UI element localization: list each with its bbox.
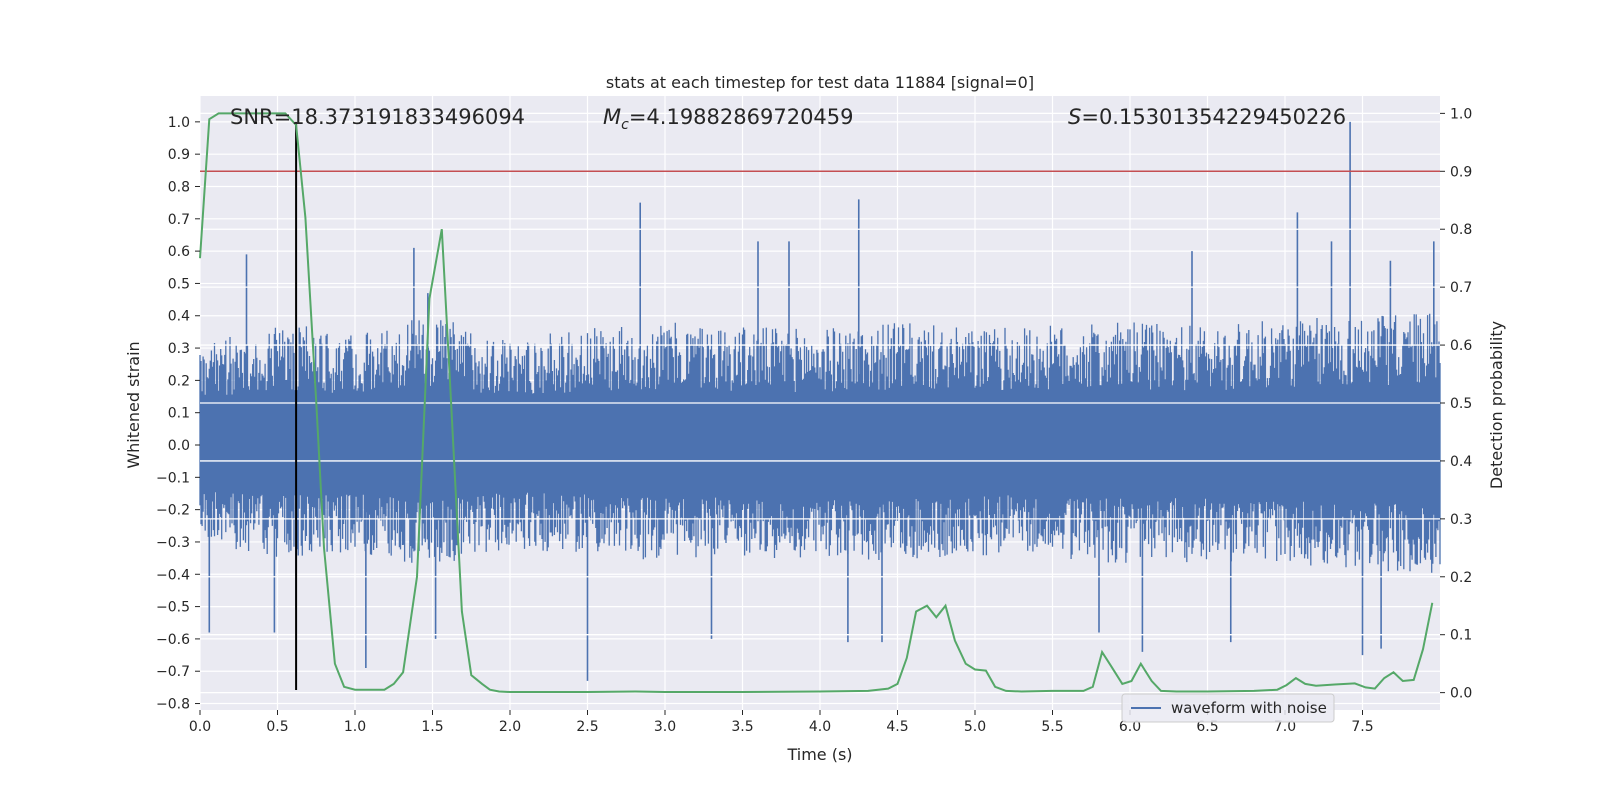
- y-tick-label-right: 0.3: [1450, 512, 1472, 528]
- mc-subscript: c: [621, 117, 629, 133]
- s-value: =0.15301354229450226: [1081, 105, 1346, 129]
- axis-ticks: 0.0 0.5 1.0 1.5 2.0 2.5 3.0 3.5 4.0 4.5 5.0 5.5 6.0 6…: [156, 106, 1472, 735]
- legend: waveform with noise: [1121, 693, 1335, 723]
- x-axis-label: Time (s): [786, 745, 852, 764]
- waveform-core-band: [200, 403, 1440, 462]
- y-tick-label-left: −0.8: [156, 697, 190, 713]
- y-tick-label-left: 0.4: [168, 309, 190, 325]
- s-annotation: S=0.15301354229450226: [1068, 105, 1346, 129]
- chart-title: stats at each timestep for test data 118…: [606, 73, 1034, 92]
- legend-box: [1121, 693, 1335, 723]
- y-tick-label-left: 0.0: [168, 438, 190, 454]
- y-tick-label-left: −0.4: [156, 567, 190, 583]
- y-tick-label-left: 1.0: [168, 115, 190, 131]
- waveform-series: [199, 121, 1441, 681]
- mc-symbol: M: [603, 105, 621, 129]
- x-tick-label: 3.5: [731, 719, 753, 735]
- y-tick-label-right: 0.7: [1450, 280, 1472, 296]
- x-tick-label: 6.0: [1119, 719, 1141, 735]
- y-tick-label-left: 0.6: [168, 244, 190, 260]
- y-axis-label-right: Detection probability: [1487, 321, 1506, 489]
- x-tick-label: 0.5: [266, 719, 288, 735]
- x-tick-label: 4.5: [886, 719, 908, 735]
- x-tick-label: 2.5: [576, 719, 598, 735]
- y-tick-label-right: 0.5: [1450, 396, 1472, 412]
- x-tick-label: 1.5: [421, 719, 443, 735]
- y-tick-label-left: 0.2: [168, 373, 190, 389]
- y-tick-label-left: −0.3: [156, 535, 190, 551]
- x-tick-label: 7.5: [1351, 719, 1373, 735]
- mc-value: =4.19882869720459: [629, 105, 854, 129]
- y-tick-label-right: 0.4: [1450, 454, 1472, 470]
- overlay-lines: [200, 112, 1440, 694]
- x-tick-label: 4.0: [809, 719, 831, 735]
- x-tick-label: 7.0: [1274, 719, 1296, 735]
- y-tick-label-right: 0.1: [1450, 628, 1472, 644]
- y-tick-label-left: −0.6: [156, 632, 190, 648]
- y-axis-label-left: Whitened strain: [124, 341, 143, 468]
- x-tick-label: 1.0: [344, 719, 366, 735]
- detection-probability-line: [199, 112, 1434, 693]
- y-tick-label-left: 0.8: [168, 179, 190, 195]
- snr-annotation: SNR=18.373191833496094: [230, 105, 525, 129]
- y-tick-label-right: 0.0: [1450, 686, 1472, 702]
- y-tick-label-left: 0.9: [168, 147, 190, 163]
- y-tick-label-left: −0.1: [156, 470, 190, 486]
- y-tick-label-right: 0.2: [1450, 570, 1472, 586]
- y-tick-label-left: 0.5: [168, 276, 190, 292]
- y-tick-label-left: −0.5: [156, 600, 190, 616]
- y-tick-label-left: 0.3: [168, 341, 190, 357]
- s-symbol: S: [1068, 105, 1081, 129]
- y-tick-label-right: 0.8: [1450, 222, 1472, 238]
- y-tick-label-left: −0.7: [156, 664, 190, 680]
- mc-annotation: Mc=4.19882869720459: [603, 105, 854, 133]
- x-tick-label: 5.5: [1041, 719, 1063, 735]
- y-tick-label-right: 0.6: [1450, 338, 1472, 354]
- y-tick-label-left: 0.7: [168, 212, 190, 228]
- y-tick-label-right: 0.9: [1450, 164, 1472, 180]
- y-tick-label-left: 0.1: [168, 406, 190, 422]
- probability-series: [199, 112, 1434, 693]
- x-tick-label: 5.0: [964, 719, 986, 735]
- x-tick-label: 0.0: [189, 719, 211, 735]
- y-tick-label-right: 1.0: [1450, 106, 1472, 122]
- x-tick-label: 2.0: [499, 719, 521, 735]
- legend-label-waveform: waveform with noise: [1171, 699, 1327, 717]
- y-tick-label-left: −0.2: [156, 503, 190, 519]
- x-tick-label: 3.0: [654, 719, 676, 735]
- x-tick-label: 6.5: [1196, 719, 1218, 735]
